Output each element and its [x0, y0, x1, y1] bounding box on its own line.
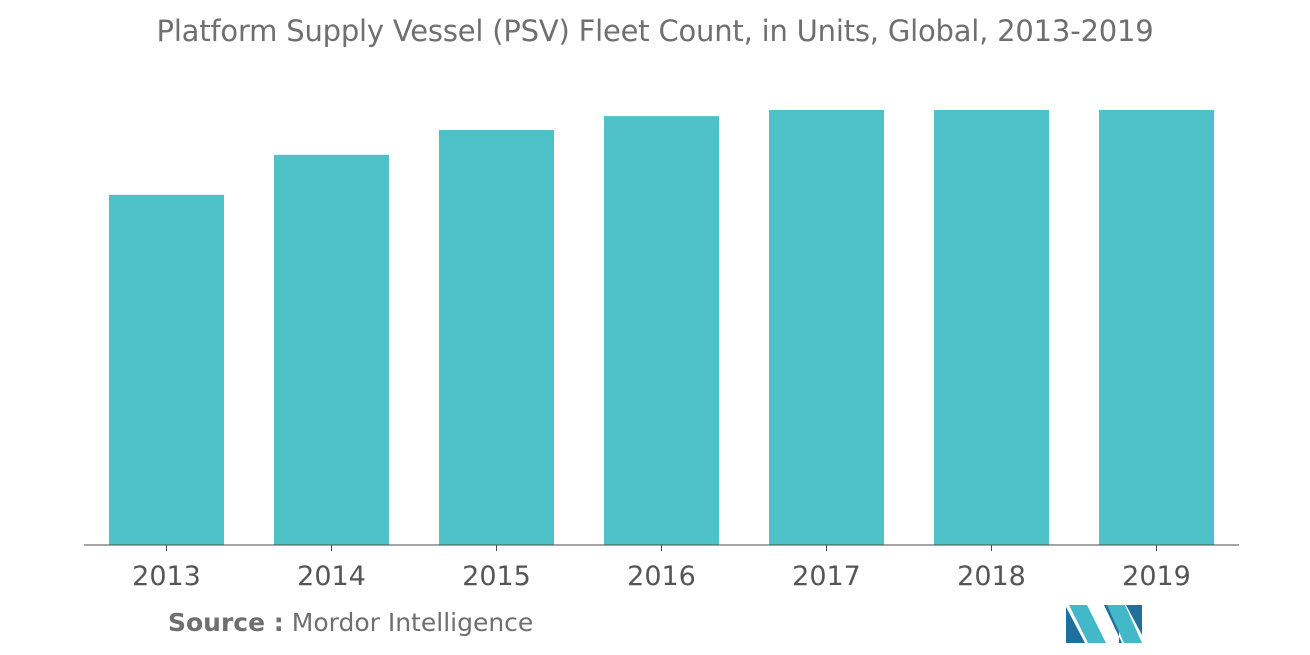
x-tick-label-2013: 2013	[132, 561, 201, 592]
mordor-intelligence-logo-icon	[1066, 605, 1142, 643]
bars-layer	[109, 110, 1214, 545]
bar-2017	[769, 110, 884, 545]
x-tick-label-2019: 2019	[1122, 561, 1191, 592]
source-label: Source :	[168, 608, 284, 637]
bar-2015	[439, 130, 554, 545]
bar-2019	[1099, 110, 1214, 545]
chart-title: Platform Supply Vessel (PSV) Fleet Count…	[156, 14, 1154, 48]
bar-2018	[934, 110, 1049, 545]
x-tick-label-2017: 2017	[792, 561, 861, 592]
bar-2014	[274, 154, 389, 545]
x-tick-labels: 2013 2014 2015 2016 2017 2018 2019	[132, 561, 1191, 592]
bar-2016	[604, 116, 719, 545]
x-axis	[84, 544, 1239, 551]
source-value: Mordor Intelligence	[291, 608, 534, 637]
x-tick-label-2015: 2015	[462, 561, 531, 592]
x-tick-label-2014: 2014	[297, 561, 366, 592]
x-tick-label-2018: 2018	[957, 561, 1026, 592]
source-note: Source : Mordor Intelligence	[168, 608, 533, 637]
x-tick-label-2016: 2016	[627, 561, 696, 592]
bar-2013	[109, 194, 224, 545]
